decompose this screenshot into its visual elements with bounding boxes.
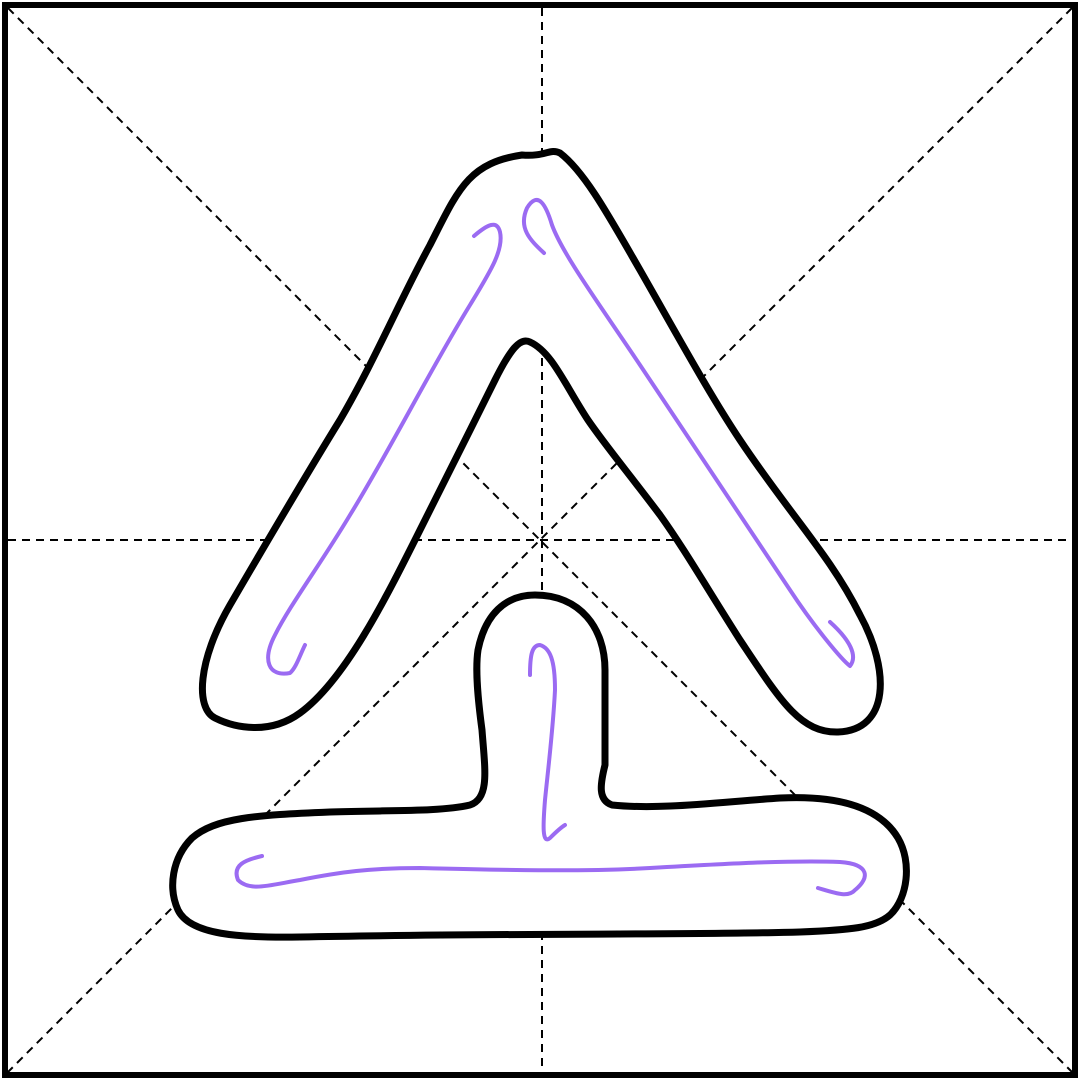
stroke-shu xyxy=(528,643,567,842)
stroke-heng xyxy=(234,854,867,897)
outline-gong xyxy=(169,591,910,941)
stroke-pie xyxy=(266,222,503,676)
stroke-centerlines xyxy=(234,198,867,897)
outline-ren xyxy=(198,147,884,736)
stroke-na xyxy=(521,198,856,668)
character-outline xyxy=(169,147,910,941)
